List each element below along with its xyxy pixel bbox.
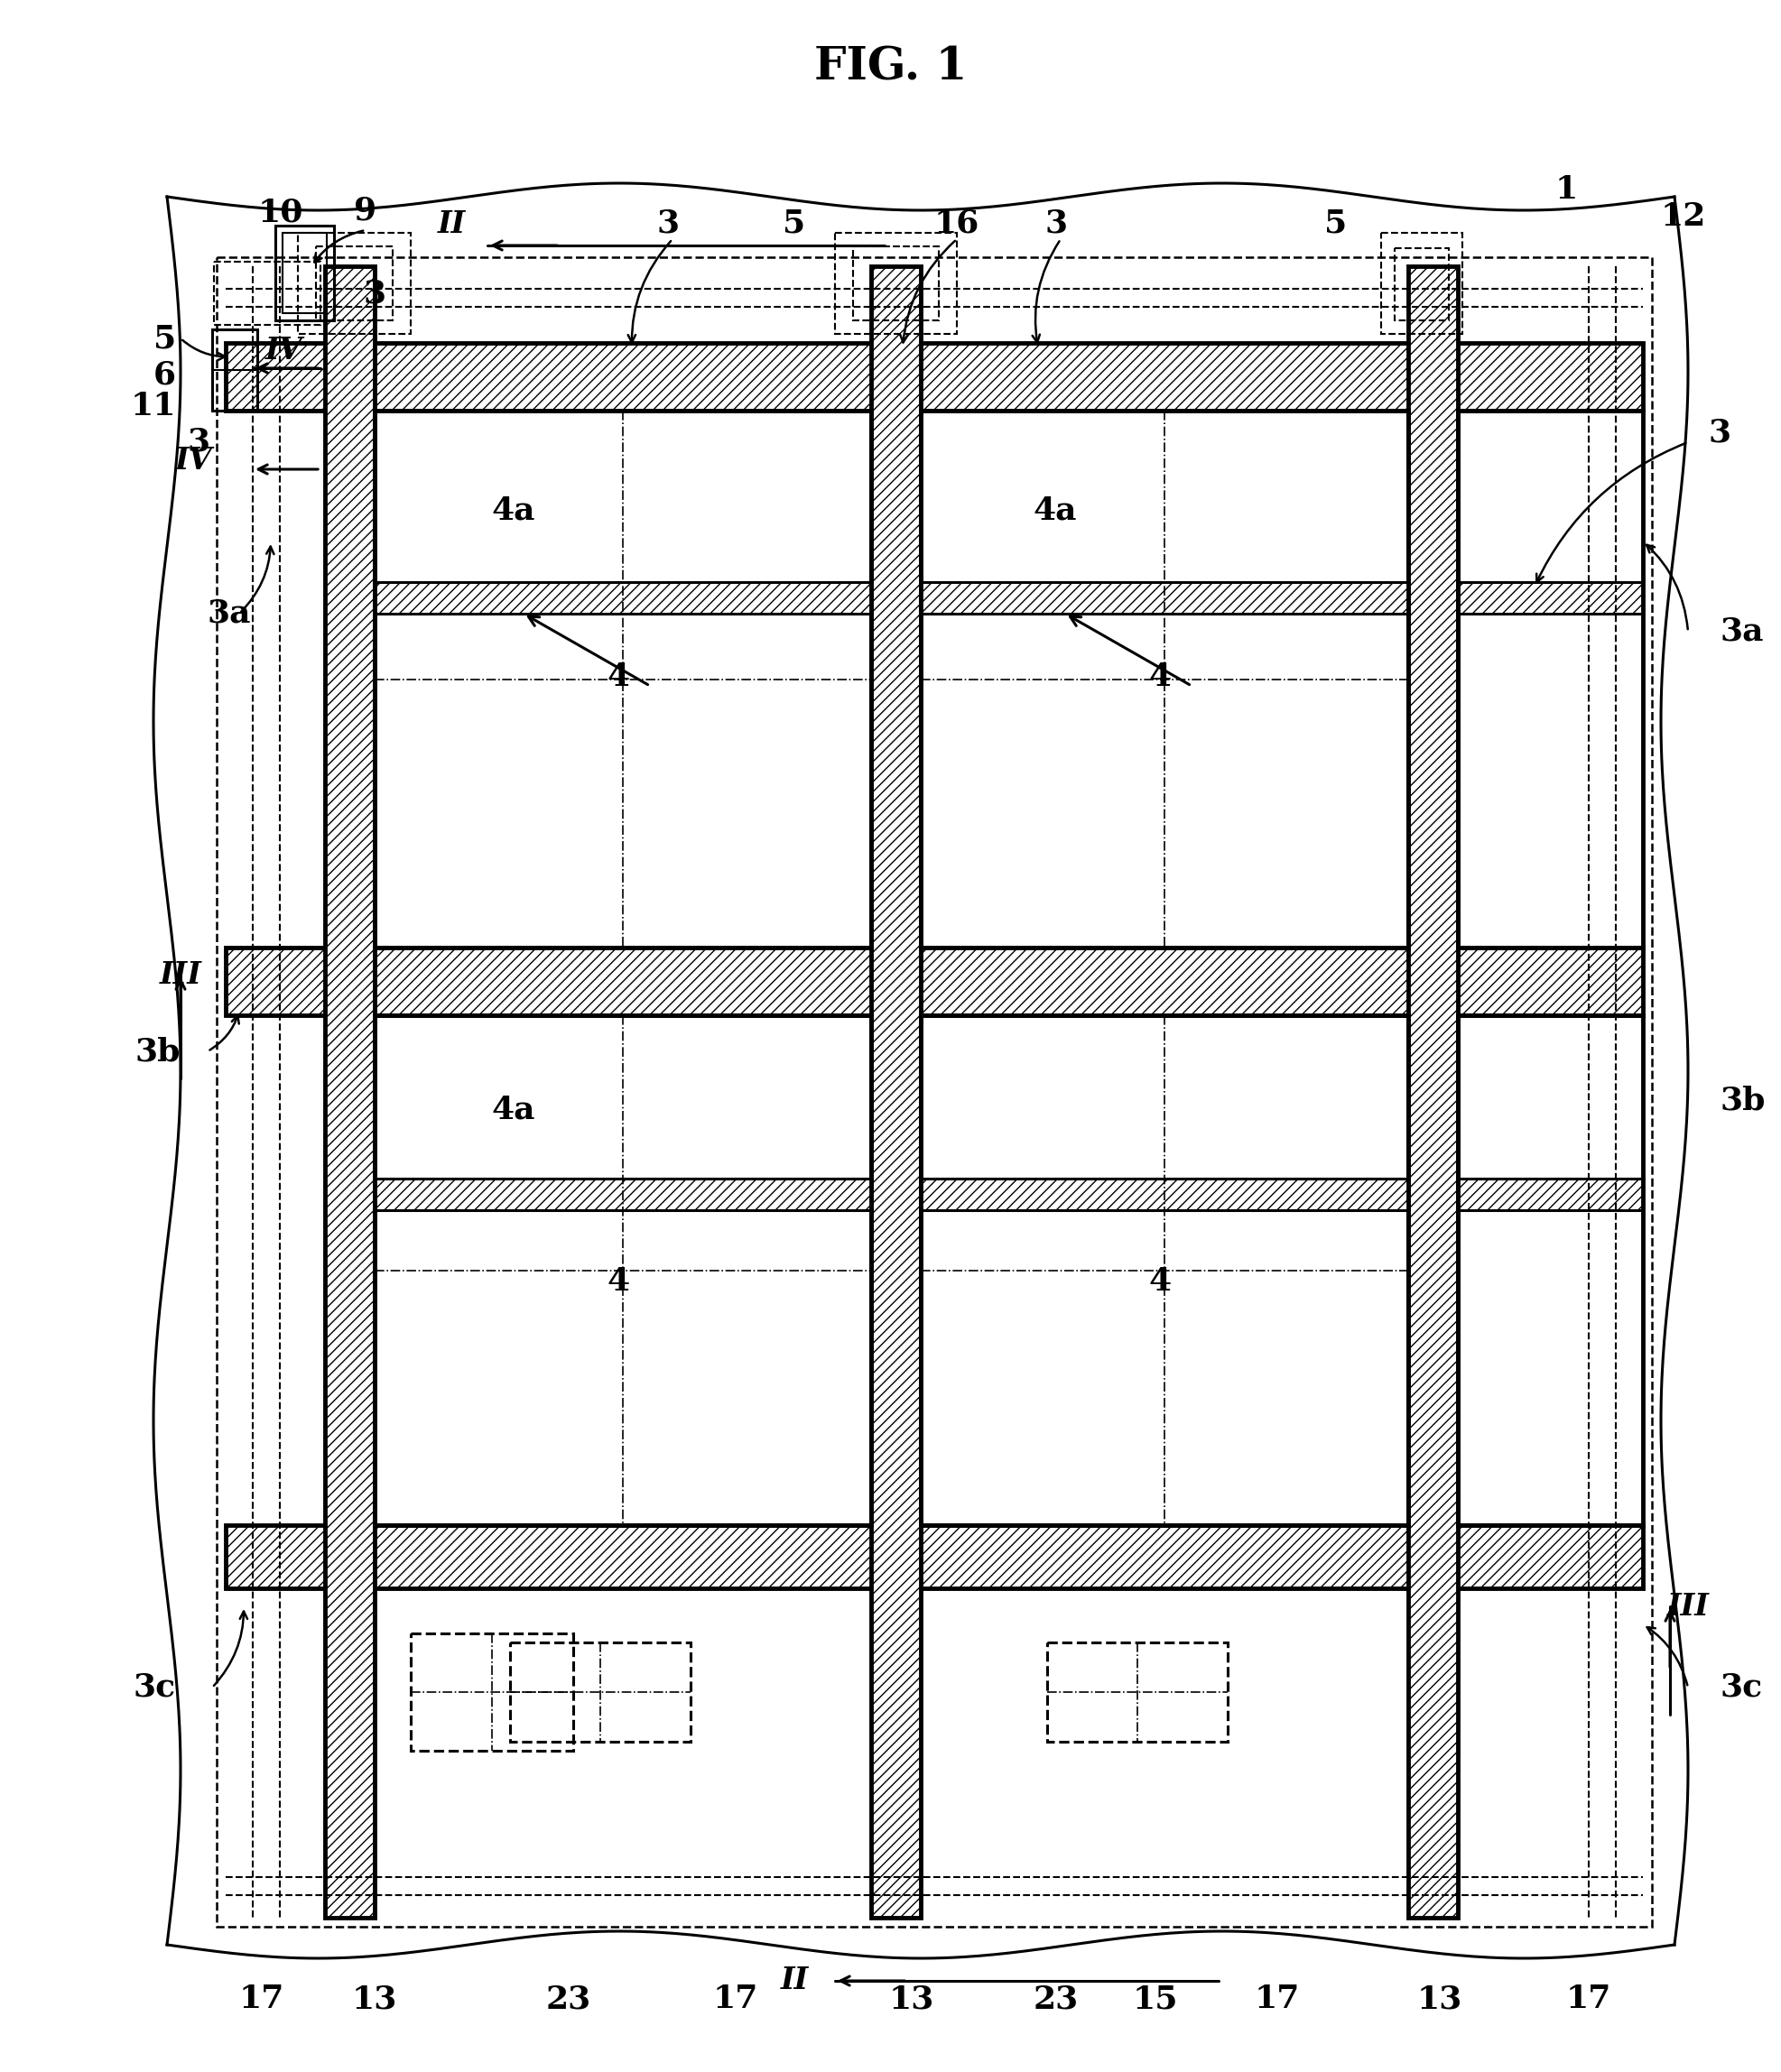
Polygon shape xyxy=(374,582,871,613)
Text: III: III xyxy=(159,959,201,990)
Text: 5: 5 xyxy=(153,323,176,354)
Polygon shape xyxy=(226,344,1642,410)
Text: 9: 9 xyxy=(354,195,378,226)
Text: 3a: 3a xyxy=(1719,615,1763,646)
Text: 5: 5 xyxy=(1323,209,1346,238)
Text: 17: 17 xyxy=(1254,1983,1300,2014)
Text: II: II xyxy=(436,209,465,238)
Text: FIG. 1: FIG. 1 xyxy=(814,46,967,89)
Text: 1: 1 xyxy=(1555,174,1576,205)
Text: 12: 12 xyxy=(1660,201,1706,232)
Polygon shape xyxy=(226,1525,1642,1589)
Text: 11: 11 xyxy=(130,392,176,421)
Text: 13: 13 xyxy=(889,1983,933,2014)
Polygon shape xyxy=(1407,265,1457,1919)
Text: IV: IV xyxy=(175,445,212,474)
Polygon shape xyxy=(921,1179,1407,1210)
Polygon shape xyxy=(324,265,374,1919)
Text: 3b: 3b xyxy=(135,1036,180,1067)
Text: 4: 4 xyxy=(607,661,629,692)
Text: 4a: 4a xyxy=(1033,495,1078,524)
Polygon shape xyxy=(871,265,921,1919)
Text: 3: 3 xyxy=(363,278,386,309)
Text: 4a: 4a xyxy=(492,495,536,524)
Text: 3: 3 xyxy=(1044,209,1067,238)
Text: 3a: 3a xyxy=(208,599,251,630)
Polygon shape xyxy=(921,582,1407,613)
Text: 23: 23 xyxy=(1033,1983,1078,2014)
Text: IV: IV xyxy=(265,336,303,365)
Text: II: II xyxy=(780,1966,809,1995)
Polygon shape xyxy=(1457,582,1642,613)
Text: 13: 13 xyxy=(1416,1983,1462,2014)
Text: 16: 16 xyxy=(933,209,980,238)
Text: 6: 6 xyxy=(153,358,176,390)
Text: 17: 17 xyxy=(712,1983,759,2014)
Text: 17: 17 xyxy=(239,1983,285,2014)
Text: 15: 15 xyxy=(1133,1983,1177,2014)
Text: 3: 3 xyxy=(657,209,679,238)
Text: 3b: 3b xyxy=(1719,1086,1765,1117)
Text: 17: 17 xyxy=(1565,1983,1610,2014)
Polygon shape xyxy=(226,947,1642,1015)
Text: 3: 3 xyxy=(1708,419,1729,448)
Polygon shape xyxy=(1457,1179,1642,1210)
Text: 4a: 4a xyxy=(492,1094,536,1125)
Text: 5: 5 xyxy=(782,209,805,238)
Polygon shape xyxy=(374,1179,871,1210)
Text: 23: 23 xyxy=(545,1983,591,2014)
Text: 4: 4 xyxy=(1149,661,1170,692)
Text: 10: 10 xyxy=(258,197,303,228)
Text: 13: 13 xyxy=(351,1983,397,2014)
Text: 3: 3 xyxy=(187,427,210,458)
Text: 3c: 3c xyxy=(134,1672,176,1703)
Text: 3c: 3c xyxy=(1719,1672,1761,1703)
Text: 4: 4 xyxy=(607,1266,629,1297)
Text: III: III xyxy=(1665,1591,1708,1620)
Text: 4: 4 xyxy=(1149,1266,1170,1297)
